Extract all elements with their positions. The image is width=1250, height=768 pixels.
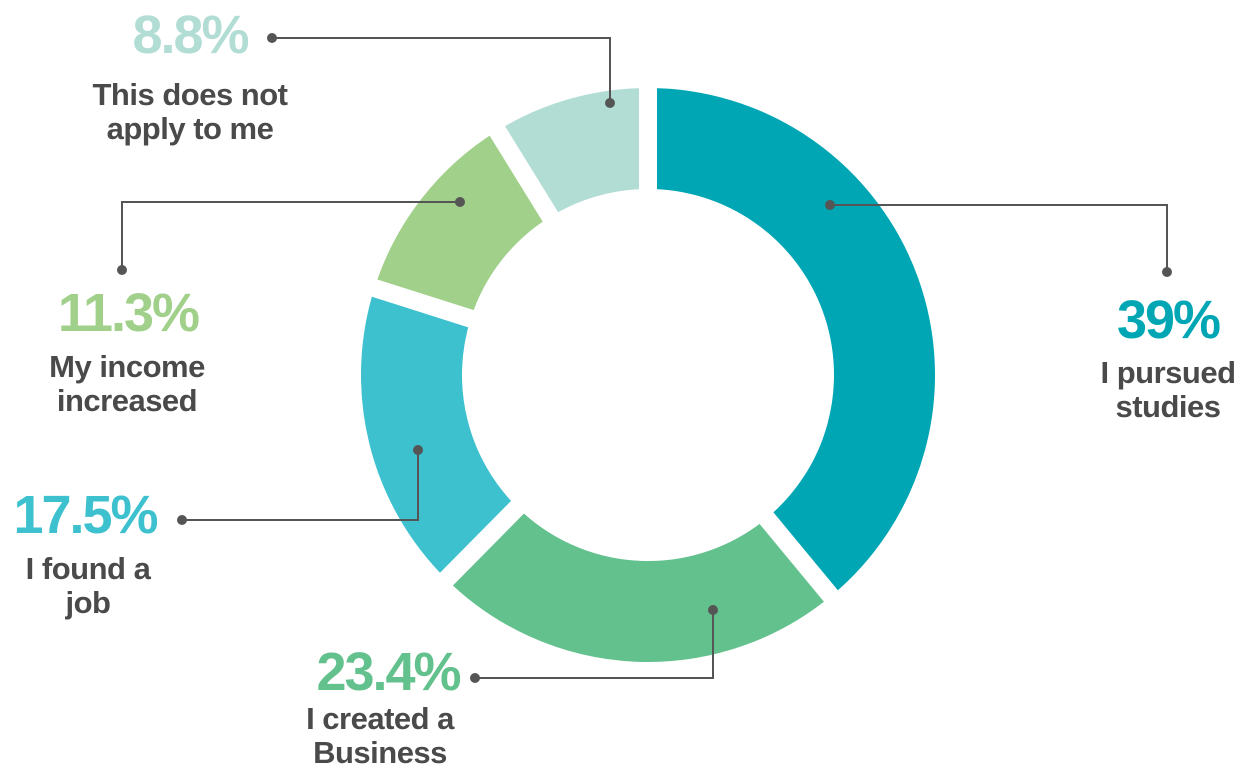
value-label: 39%: [1116, 290, 1221, 350]
leader-line: [475, 610, 714, 679]
leader-line: [830, 204, 1168, 272]
donut-segment: [480, 69, 657, 237]
leader-line: [121, 201, 460, 270]
category-label: I found a job: [25, 551, 151, 620]
leader-line: [182, 450, 419, 521]
leader-dot: [825, 200, 835, 210]
value-label: 11.3%: [57, 283, 200, 343]
category-label: I pursued studies: [1100, 355, 1236, 424]
leader-line: [272, 37, 611, 103]
leader-dot: [177, 515, 187, 525]
leader-dot: [605, 98, 615, 108]
leader-dot: [455, 197, 465, 207]
leader-dot: [117, 265, 127, 275]
leader-dot: [267, 33, 277, 43]
value-label: 8.8%: [132, 5, 249, 65]
leader-dot: [1162, 267, 1172, 277]
donut-segment: [427, 488, 850, 680]
leader-dot: [470, 673, 480, 683]
value-label: 17.5%: [13, 485, 158, 545]
category-label: I created a Business: [306, 701, 454, 768]
value-label: 23.4%: [316, 642, 461, 702]
leader-dot: [708, 605, 718, 615]
donut-segment: [639, 69, 953, 616]
category-label: This does not apply to me: [92, 77, 289, 146]
category-label: My income increased: [49, 349, 205, 418]
leader-dot: [413, 445, 423, 455]
